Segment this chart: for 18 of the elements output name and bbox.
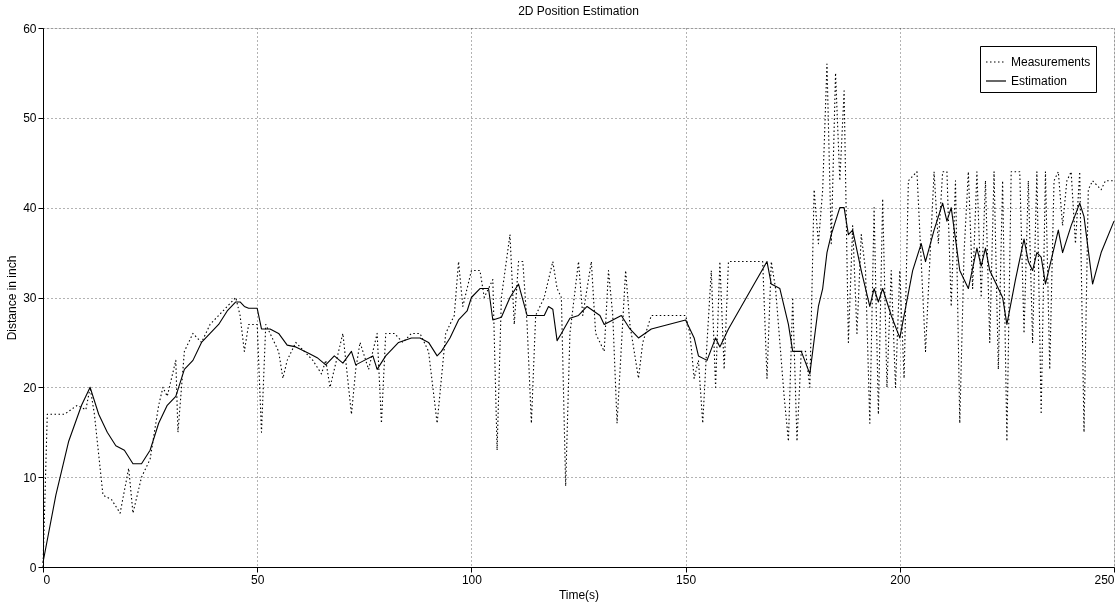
x-tick-label: 150 xyxy=(676,572,697,587)
y-tick-label: 30 xyxy=(23,291,37,305)
y-tick-label: 60 xyxy=(23,21,37,36)
y-tick-label: 0 xyxy=(29,560,37,575)
legend-label: Estimation xyxy=(1011,74,1068,88)
x-axis-title: Time(s) xyxy=(558,587,600,602)
x-tick-label: 100 xyxy=(461,572,483,587)
y-tick-label: 10 xyxy=(23,470,37,485)
y-axis-title: Distance in inch xyxy=(5,255,20,341)
y-tick-label: 20 xyxy=(23,380,37,395)
x-tick-label: 0 xyxy=(43,572,51,587)
x-tick-label: 200 xyxy=(890,572,911,587)
x-tick-label: 250 xyxy=(1094,572,1115,587)
y-tick-label: 50 xyxy=(23,111,37,126)
y-tick-label: 40 xyxy=(23,201,37,216)
x-tick-label: 50 xyxy=(251,572,265,587)
chart-title: 2D Position Estimation xyxy=(518,4,639,18)
legend-label: Measurements xyxy=(1011,55,1091,69)
